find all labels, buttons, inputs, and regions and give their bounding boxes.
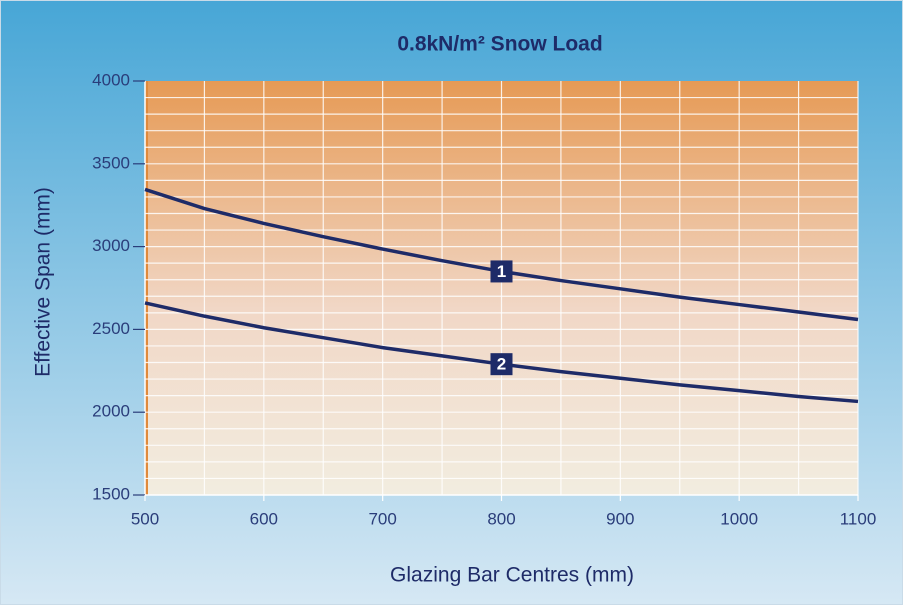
x-axis-label: Glazing Bar Centres (mm) [390,564,634,587]
series-label: 1 [497,262,506,281]
chart-title: 0.8kN/m² Snow Load [397,33,602,56]
y-tick-label: 3000 [92,236,130,255]
x-tick-label: 800 [487,509,515,528]
y-tick-label: 3500 [92,153,130,172]
series-label-box [490,353,513,376]
x-tick-label: 1100 [840,509,877,528]
plot-edge [145,81,148,495]
y-tick-label: 1500 [92,484,130,503]
x-tick-label: 900 [606,509,634,528]
x-tick-label: 500 [131,509,159,528]
y-tick-label: 2500 [92,319,130,338]
y-axis-label: Effective Span (mm) [32,187,55,377]
series-label-box [490,260,513,283]
x-tick-label: 1000 [720,509,758,528]
x-tick-label: 700 [368,509,396,528]
series-label: 2 [497,355,506,374]
y-tick-label: 4000 [92,70,130,89]
y-tick-label: 2000 [92,402,130,421]
x-tick-label: 600 [250,509,278,528]
